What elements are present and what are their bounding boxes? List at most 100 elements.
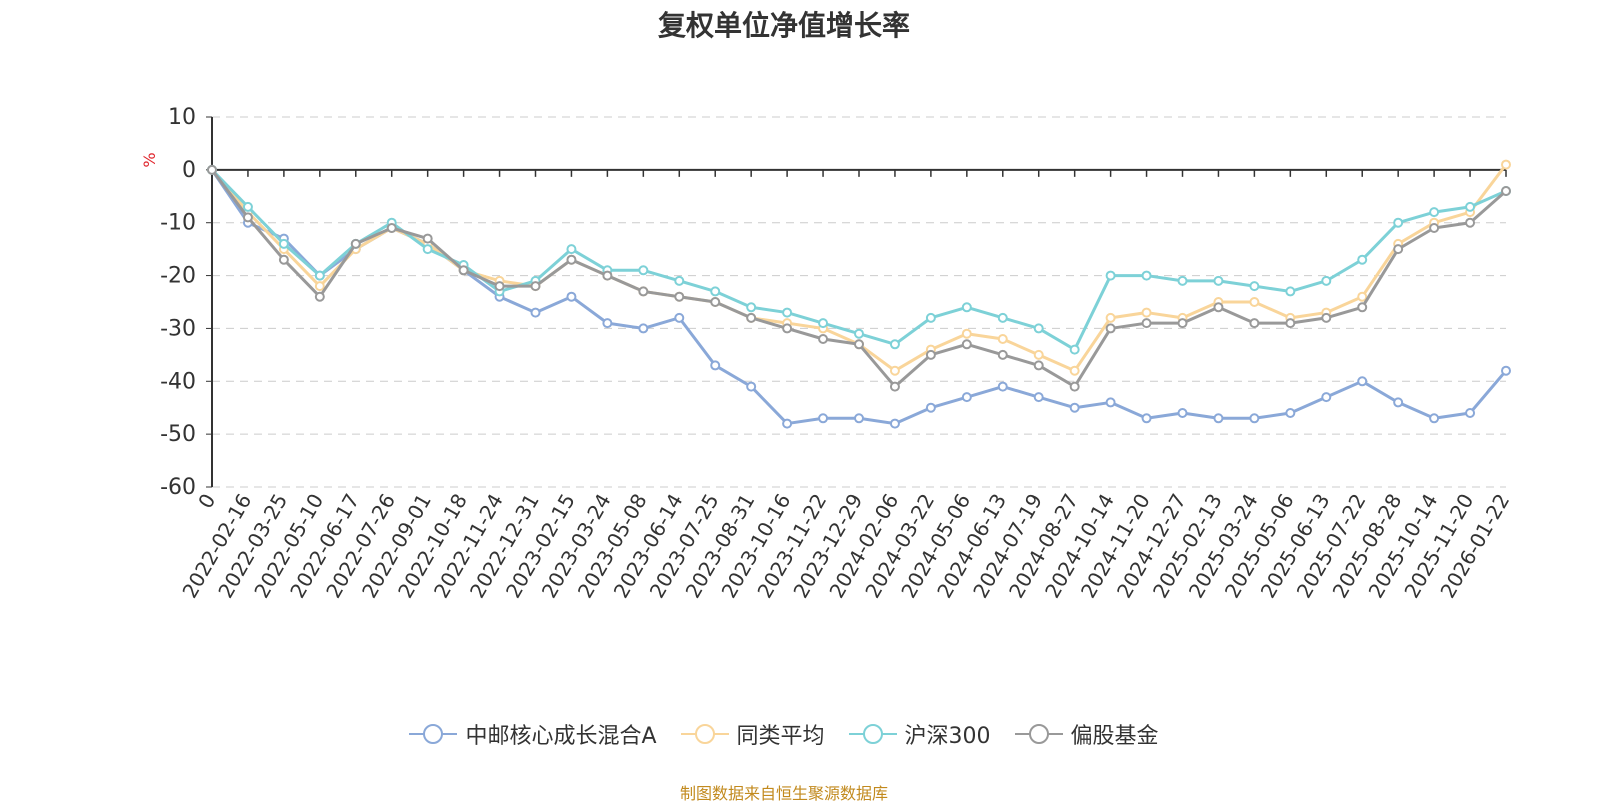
data-point[interactable] (1393, 217, 1404, 228)
data-point[interactable] (961, 392, 972, 403)
data-point[interactable] (889, 418, 900, 429)
data-point[interactable] (1213, 302, 1224, 313)
data-point[interactable] (1321, 312, 1332, 323)
data-point[interactable] (1105, 270, 1116, 281)
data-point[interactable] (602, 270, 613, 281)
data-point[interactable] (818, 334, 829, 344)
data-point[interactable] (746, 312, 757, 323)
data-point[interactable] (1285, 318, 1296, 329)
data-point[interactable] (314, 291, 325, 302)
data-point[interactable] (889, 381, 900, 392)
data-point[interactable] (1033, 323, 1044, 334)
data-point[interactable] (961, 328, 972, 339)
data-point[interactable] (1177, 408, 1188, 418)
data-point[interactable] (1105, 312, 1116, 323)
data-point[interactable] (782, 307, 793, 318)
data-point[interactable] (1321, 392, 1332, 403)
data-point[interactable] (997, 381, 1008, 392)
data-point[interactable] (1429, 413, 1440, 424)
data-point[interactable] (1141, 307, 1152, 318)
data-point[interactable] (818, 318, 829, 329)
data-point[interactable] (925, 312, 936, 323)
data-point[interactable] (710, 286, 721, 297)
data-point[interactable] (854, 339, 864, 350)
data-point[interactable] (746, 302, 757, 313)
data-point[interactable] (1249, 413, 1260, 424)
data-point[interactable] (710, 360, 721, 371)
data-point[interactable] (638, 265, 649, 276)
data-point[interactable] (530, 307, 541, 318)
data-point[interactable] (207, 164, 217, 175)
data-point[interactable] (1069, 344, 1080, 355)
data-point[interactable] (1177, 275, 1188, 286)
data-point[interactable] (386, 223, 397, 233)
data-point[interactable] (1249, 281, 1260, 292)
data-point[interactable] (889, 339, 900, 350)
data-point[interactable] (1285, 286, 1296, 297)
data-point[interactable] (1357, 302, 1368, 313)
data-point[interactable] (1069, 365, 1080, 376)
data-point[interactable] (494, 281, 505, 292)
data-point[interactable] (1213, 275, 1224, 286)
data-point[interactable] (710, 297, 721, 307)
data-point[interactable] (674, 291, 685, 302)
data-point[interactable] (961, 339, 972, 350)
data-point[interactable] (1069, 402, 1080, 413)
data-point[interactable] (242, 201, 253, 212)
data-point[interactable] (1501, 365, 1511, 376)
data-point[interactable] (314, 281, 325, 292)
data-point[interactable] (674, 275, 685, 286)
data-point[interactable] (1501, 186, 1511, 196)
data-point[interactable] (1213, 413, 1224, 424)
legend-item[interactable]: 偏股基金 (1014, 718, 1159, 750)
data-point[interactable] (1177, 318, 1188, 329)
data-point[interactable] (1357, 254, 1368, 265)
data-point[interactable] (1357, 376, 1368, 387)
data-point[interactable] (674, 312, 685, 323)
data-point[interactable] (746, 381, 757, 392)
data-point[interactable] (1249, 297, 1260, 307)
data-point[interactable] (422, 233, 433, 244)
data-point[interactable] (997, 334, 1008, 344)
data-point[interactable] (1465, 408, 1476, 418)
data-point[interactable] (314, 270, 325, 281)
data-point[interactable] (925, 402, 936, 413)
data-point[interactable] (1429, 223, 1440, 233)
data-point[interactable] (1069, 381, 1080, 392)
data-point[interactable] (1141, 318, 1152, 329)
data-point[interactable] (638, 323, 649, 334)
data-point[interactable] (1105, 397, 1116, 408)
data-point[interactable] (602, 318, 613, 329)
data-point[interactable] (458, 265, 469, 276)
legend-item[interactable]: 沪深300 (848, 718, 991, 750)
data-point[interactable] (566, 254, 577, 265)
data-point[interactable] (422, 244, 433, 255)
data-point[interactable] (278, 238, 289, 249)
data-point[interactable] (1105, 323, 1116, 334)
data-point[interactable] (1357, 291, 1368, 302)
data-point[interactable] (1501, 159, 1511, 170)
legend-item[interactable]: 同类平均 (680, 718, 825, 750)
data-point[interactable] (1393, 397, 1404, 408)
data-point[interactable] (782, 418, 793, 429)
data-point[interactable] (961, 302, 972, 313)
data-point[interactable] (1429, 207, 1440, 218)
data-point[interactable] (1393, 244, 1404, 255)
data-point[interactable] (1033, 392, 1044, 403)
data-point[interactable] (1249, 318, 1260, 329)
data-point[interactable] (997, 312, 1008, 323)
legend-item[interactable]: 中邮核心成长混合A (409, 718, 657, 750)
data-point[interactable] (1033, 360, 1044, 371)
data-point[interactable] (1285, 408, 1296, 418)
data-point[interactable] (566, 291, 577, 302)
data-point[interactable] (782, 323, 793, 334)
data-point[interactable] (889, 365, 900, 376)
data-point[interactable] (242, 212, 253, 223)
data-point[interactable] (1141, 413, 1152, 424)
data-point[interactable] (997, 349, 1008, 360)
data-point[interactable] (1465, 201, 1476, 212)
data-point[interactable] (530, 281, 541, 292)
data-point[interactable] (1033, 349, 1044, 360)
data-point[interactable] (925, 349, 936, 360)
data-point[interactable] (638, 286, 649, 297)
